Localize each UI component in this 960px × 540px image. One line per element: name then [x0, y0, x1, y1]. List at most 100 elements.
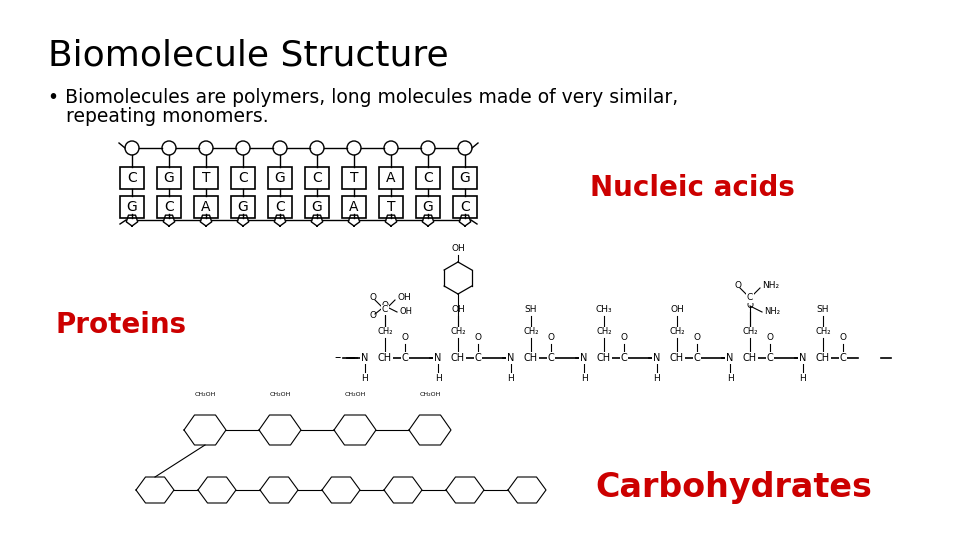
FancyBboxPatch shape: [342, 167, 366, 189]
FancyBboxPatch shape: [379, 196, 403, 218]
Text: O: O: [620, 333, 628, 342]
Text: G: G: [312, 200, 323, 214]
Text: O: O: [381, 301, 389, 310]
Text: CH: CH: [743, 353, 757, 363]
Text: H: H: [654, 374, 660, 383]
Text: O: O: [401, 333, 409, 342]
Text: Proteins: Proteins: [55, 311, 186, 339]
Text: A: A: [386, 171, 396, 185]
FancyBboxPatch shape: [305, 196, 329, 218]
Text: –: –: [335, 352, 341, 365]
Text: N: N: [507, 353, 515, 363]
Text: CH₂OH: CH₂OH: [194, 392, 216, 397]
Text: G: G: [163, 171, 175, 185]
Text: CH₂: CH₂: [377, 327, 393, 336]
FancyBboxPatch shape: [157, 167, 181, 189]
Text: T: T: [387, 200, 396, 214]
Text: C: C: [460, 200, 469, 214]
Text: C: C: [127, 171, 137, 185]
Text: N: N: [654, 353, 660, 363]
Text: C: C: [401, 353, 408, 363]
FancyBboxPatch shape: [120, 167, 144, 189]
Text: CH: CH: [670, 353, 684, 363]
FancyBboxPatch shape: [157, 196, 181, 218]
Text: Nucleic acids: Nucleic acids: [590, 174, 795, 202]
Text: G: G: [422, 200, 433, 214]
Text: N: N: [434, 353, 442, 363]
Text: G: G: [238, 200, 249, 214]
FancyBboxPatch shape: [379, 167, 403, 189]
Text: CH₂: CH₂: [450, 327, 466, 336]
Text: OH: OH: [451, 305, 465, 314]
Text: CH: CH: [451, 353, 465, 363]
Text: O: O: [474, 333, 482, 342]
Text: T: T: [202, 171, 210, 185]
Text: C: C: [620, 353, 628, 363]
Text: H: H: [435, 374, 442, 383]
FancyBboxPatch shape: [268, 196, 292, 218]
FancyBboxPatch shape: [231, 167, 255, 189]
Text: OH: OH: [670, 305, 684, 314]
Text: CH₂: CH₂: [815, 327, 830, 336]
FancyBboxPatch shape: [268, 167, 292, 189]
Text: CH: CH: [524, 353, 538, 363]
Text: A: A: [202, 200, 211, 214]
FancyBboxPatch shape: [416, 196, 440, 218]
Text: CH₂OH: CH₂OH: [270, 392, 291, 397]
Text: N: N: [580, 353, 588, 363]
Text: O: O: [693, 333, 701, 342]
Text: C: C: [747, 294, 754, 302]
Text: CH₃: CH₃: [596, 305, 612, 314]
Text: H: H: [362, 374, 369, 383]
Text: O: O: [747, 301, 754, 310]
Text: SH: SH: [525, 305, 538, 314]
Text: H: H: [508, 374, 515, 383]
Text: C: C: [767, 353, 774, 363]
Text: T: T: [349, 171, 358, 185]
Text: C: C: [474, 353, 481, 363]
Text: repeating monomers.: repeating monomers.: [48, 107, 269, 126]
Text: A: A: [349, 200, 359, 214]
FancyBboxPatch shape: [194, 167, 218, 189]
Text: H: H: [727, 374, 733, 383]
Text: C: C: [276, 200, 285, 214]
Text: CH₂: CH₂: [669, 327, 684, 336]
Text: SH: SH: [817, 305, 829, 314]
Text: C: C: [312, 171, 322, 185]
Text: O: O: [766, 333, 774, 342]
FancyBboxPatch shape: [342, 196, 366, 218]
Text: G: G: [127, 200, 137, 214]
Text: H: H: [800, 374, 806, 383]
Text: G: G: [460, 171, 470, 185]
Text: CH₂OH: CH₂OH: [420, 392, 441, 397]
Text: O: O: [734, 281, 741, 291]
FancyBboxPatch shape: [416, 167, 440, 189]
Text: Biomolecule Structure: Biomolecule Structure: [48, 38, 448, 72]
Text: C: C: [164, 200, 174, 214]
FancyBboxPatch shape: [120, 196, 144, 218]
Text: C: C: [547, 353, 554, 363]
Text: Carbohydrates: Carbohydrates: [595, 471, 872, 504]
Text: C: C: [694, 353, 701, 363]
Text: • Biomolecules are polymers, long molecules made of very similar,: • Biomolecules are polymers, long molecu…: [48, 88, 679, 107]
Text: O: O: [370, 294, 376, 302]
FancyBboxPatch shape: [231, 196, 255, 218]
Text: CH: CH: [378, 353, 392, 363]
Text: CH₂: CH₂: [742, 327, 757, 336]
Text: OH: OH: [451, 244, 465, 253]
Text: NH₂: NH₂: [764, 307, 780, 316]
FancyBboxPatch shape: [453, 167, 477, 189]
Text: CH₂: CH₂: [523, 327, 539, 336]
Text: N: N: [727, 353, 733, 363]
Text: OH: OH: [397, 294, 411, 302]
Text: CH₂OH: CH₂OH: [345, 392, 366, 397]
Text: CH: CH: [597, 353, 612, 363]
Text: CH₂: CH₂: [596, 327, 612, 336]
Text: O: O: [547, 333, 555, 342]
Text: C: C: [382, 306, 388, 314]
Text: C: C: [423, 171, 433, 185]
Text: N: N: [361, 353, 369, 363]
Text: G: G: [275, 171, 285, 185]
Text: H: H: [581, 374, 588, 383]
Text: C: C: [238, 171, 248, 185]
